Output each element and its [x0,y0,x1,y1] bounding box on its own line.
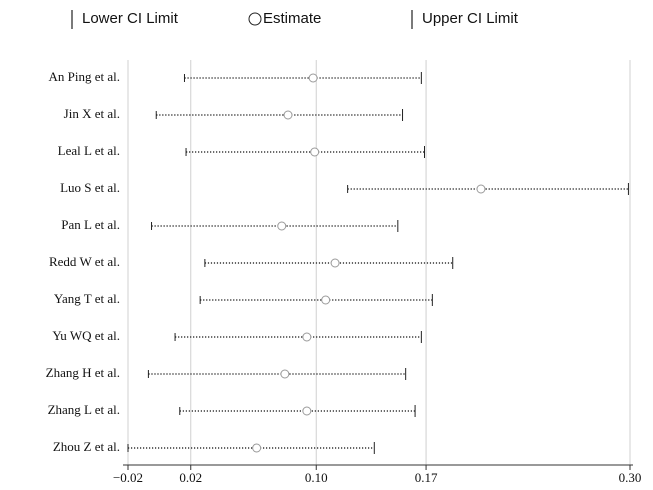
y-tick-label: Zhang L et al. [48,402,120,417]
legend-label: Lower CI Limit [82,10,179,27]
estimate [308,73,318,83]
y-tick-label: Zhou Z et al. [53,439,120,454]
y-tick-label: An Ping et al. [49,69,121,84]
estimate [280,369,290,379]
estimate [476,184,486,194]
y-tick-label: Luo S et al. [60,180,120,195]
y-tick-label: Redd W et al. [49,254,120,269]
estimate [283,110,293,120]
x-tick-label: 0.02 [179,470,202,485]
estimate [310,147,320,157]
estimate [277,221,287,231]
legend-label: Upper CI Limit [422,10,519,27]
x-tick-label: 0.10 [305,470,328,485]
y-tick-label: Pan L et al. [61,217,120,232]
x-tick-label: 0.17 [415,470,438,485]
estimate [302,406,312,416]
y-tick-label: Zhang H et al. [46,365,120,380]
estimate [330,258,340,268]
legend-label: Estimate [263,10,321,27]
estimate [302,332,312,342]
legend-marker [248,12,262,26]
x-tick-label: 0.30 [619,470,642,485]
y-tick-label: Yang T et al. [54,291,120,306]
x-tick-label: −0.02 [113,470,143,485]
y-tick-label: Jin X et al. [64,106,120,121]
estimate [321,295,331,305]
estimate [252,443,262,453]
y-tick-label: Leal L et al. [58,143,120,158]
y-tick-label: Yu WQ et al. [52,328,120,343]
